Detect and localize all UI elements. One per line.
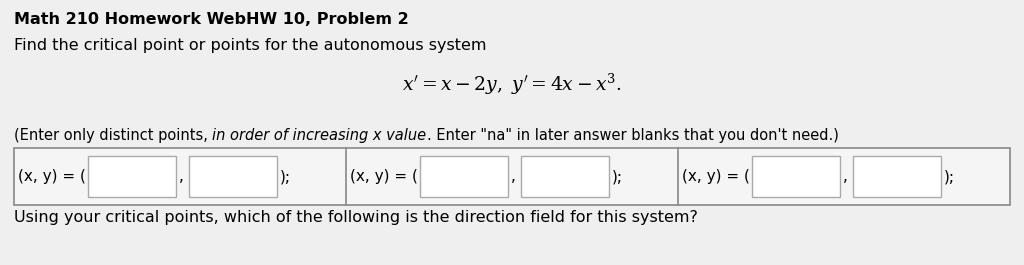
Text: Math 210 Homework WebHW 10, Problem 2: Math 210 Homework WebHW 10, Problem 2 — [14, 12, 409, 27]
Bar — [188, 156, 276, 197]
Text: (x, y) = (: (x, y) = ( — [350, 169, 418, 184]
Bar — [521, 156, 609, 197]
Text: Using your critical points, which of the following is the direction field for th: Using your critical points, which of the… — [14, 210, 698, 225]
Text: ,: , — [179, 169, 183, 184]
Text: );: ); — [944, 169, 954, 184]
Text: (Enter only distinct points,: (Enter only distinct points, — [14, 128, 213, 143]
Text: $x' = x - 2y,\ y' = 4x - x^3.$: $x' = x - 2y,\ y' = 4x - x^3.$ — [402, 72, 622, 97]
Text: ,: , — [511, 169, 516, 184]
Bar — [14, 148, 1010, 205]
Text: (x, y) = (: (x, y) = ( — [682, 169, 750, 184]
Text: in order of increasing x value: in order of increasing x value — [213, 128, 427, 143]
Text: (x, y) = (: (x, y) = ( — [18, 169, 86, 184]
Bar — [420, 156, 508, 197]
Text: );: ); — [280, 169, 291, 184]
Text: );: ); — [612, 169, 623, 184]
Text: Find the critical point or points for the autonomous system: Find the critical point or points for th… — [14, 38, 486, 53]
Bar — [853, 156, 941, 197]
Text: . Enter "na" in later answer blanks that you don't need.): . Enter "na" in later answer blanks that… — [427, 128, 839, 143]
Text: ,: , — [843, 169, 848, 184]
Bar — [752, 156, 840, 197]
Bar — [88, 156, 176, 197]
